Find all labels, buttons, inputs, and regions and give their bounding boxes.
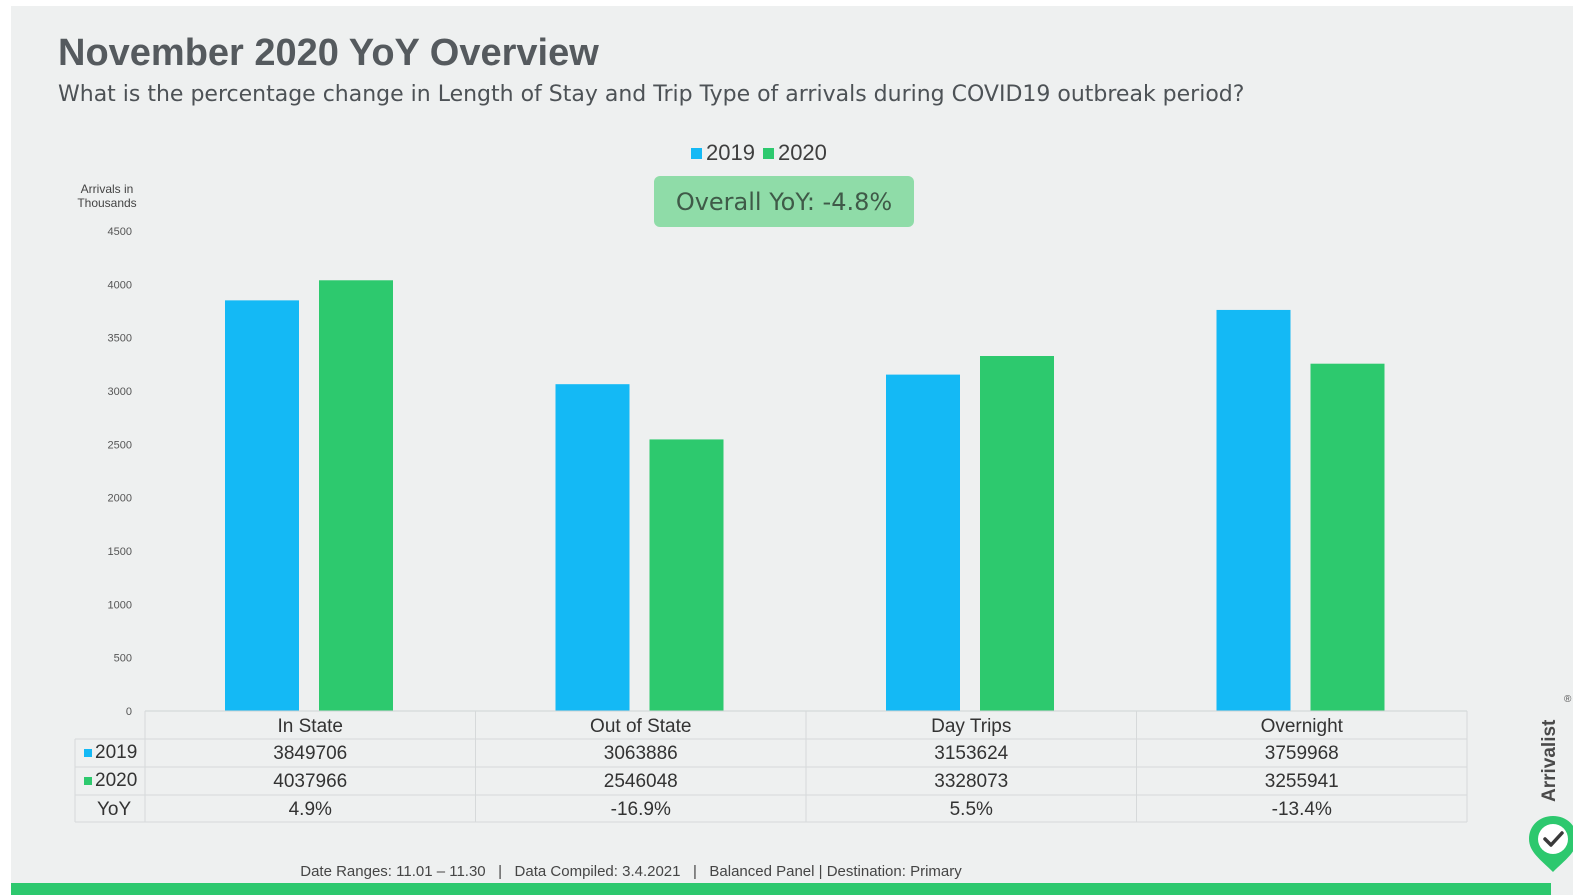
y-tick-label: 4500	[108, 226, 132, 238]
registered-mark: ®	[1564, 694, 1572, 705]
brand-name: Arrivalist	[1539, 719, 1560, 802]
data-label-2019: 3153624	[934, 743, 1008, 764]
bar-2019	[1216, 309, 1291, 711]
data-label-2019: 3759968	[1265, 743, 1339, 764]
row-label-2019: 2019	[95, 742, 137, 763]
page-subtitle: What is the percentage change in Length …	[58, 82, 1245, 107]
chart-legend: 2019 2020	[691, 140, 835, 166]
y-tick-label: 2000	[108, 493, 132, 505]
legend-item-2019: 2019	[691, 140, 755, 166]
legend-label-2019: 2019	[706, 140, 755, 165]
category-label: In State	[278, 716, 344, 737]
row-swatch-2019	[84, 749, 92, 757]
y-tick-label: 3000	[108, 386, 132, 398]
row-swatch-2020	[84, 777, 92, 785]
check-pin-icon	[1529, 816, 1573, 872]
bar-2020	[319, 280, 393, 711]
yoy-value: 5.5%	[950, 799, 993, 820]
bar-2020	[1310, 363, 1385, 711]
yoy-value: -16.9%	[611, 799, 671, 820]
category-label: Out of State	[590, 716, 691, 737]
legend-swatch-2019	[691, 147, 702, 159]
legend-item-2020: 2020	[762, 140, 827, 166]
data-label-2019: 3063886	[604, 743, 678, 764]
row-label-2020: 2020	[95, 770, 137, 791]
slide: November 2020 YoY Overview What is the p…	[11, 6, 1573, 895]
y-tick-label: 3500	[108, 333, 132, 345]
yoy-value: -13.4%	[1272, 799, 1332, 820]
y-tick-label: 1500	[108, 546, 132, 558]
bar-2019	[886, 374, 960, 711]
bar-2019	[555, 384, 630, 711]
legend-swatch-2020	[762, 147, 774, 159]
category-label: Day Trips	[931, 716, 1011, 737]
overall-yoy-badge: Overall YoY: -4.8%	[654, 176, 914, 227]
legend-label-2020: 2020	[777, 140, 827, 165]
page-title: November 2020 YoY Overview	[58, 32, 599, 74]
y-tick-label: 0	[126, 706, 132, 718]
y-axis-label: Arrivals in Thousands	[77, 182, 137, 210]
data-label-2020: 3328073	[934, 771, 1008, 792]
footer-note: Date Ranges: 11.01 – 11.30 | Data Compil…	[300, 863, 962, 880]
bar-2020	[980, 356, 1054, 711]
data-label-2020: 4037966	[273, 771, 347, 792]
data-label-2020: 2546048	[604, 771, 678, 792]
y-tick-label: 4000	[108, 279, 132, 291]
bottom-accent-bar	[11, 883, 1551, 895]
yoy-value: 4.9%	[289, 799, 332, 820]
bar-2019	[225, 300, 299, 711]
bar-chart: 0 500 1000 1500 2000 2500 3000 3500 4000 4500 In S…	[74, 226, 1468, 823]
y-tick-label: 1000	[108, 599, 132, 611]
bar-2020	[649, 439, 724, 711]
row-label-yoy: YoY	[97, 799, 131, 820]
category-label: Overnight	[1261, 716, 1344, 737]
data-label-2019: 3849706	[273, 743, 347, 764]
y-tick-label: 2500	[108, 439, 132, 451]
y-tick-label: 500	[114, 653, 132, 665]
data-label-2020: 3255941	[1265, 771, 1339, 792]
